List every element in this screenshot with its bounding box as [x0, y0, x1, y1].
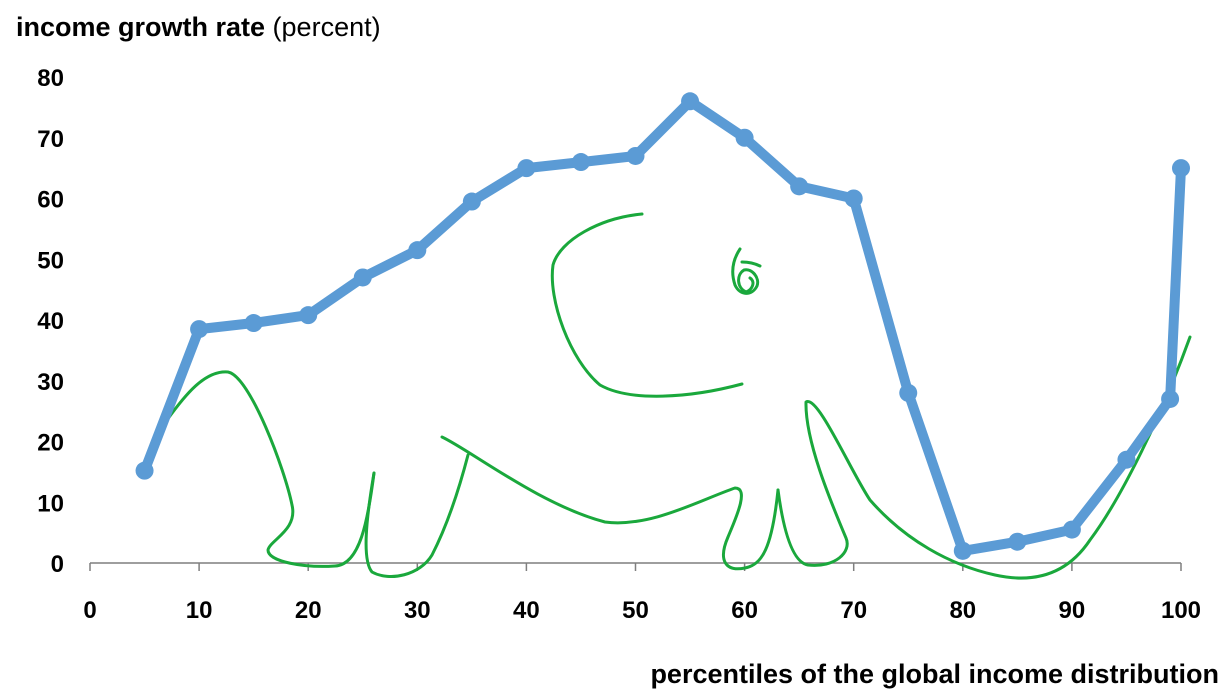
- y-tick-label: 50: [37, 247, 64, 274]
- data-point: [1008, 532, 1027, 551]
- data-point: [1062, 520, 1081, 539]
- x-tick-label: 90: [1059, 597, 1086, 624]
- data-point: [408, 241, 427, 260]
- data-point: [571, 153, 590, 172]
- x-tick-label: 30: [404, 597, 431, 624]
- sketch-eye-detail-stroke: [740, 260, 762, 268]
- x-axis-ticks: 0 10 20 30 40 50 60 70 80 90 100: [83, 563, 1201, 624]
- data-point: [953, 541, 972, 560]
- data-point: [681, 92, 700, 111]
- data-point: [244, 314, 263, 333]
- x-tick-label: 50: [622, 597, 649, 624]
- data-point: [299, 306, 318, 325]
- y-tick-label: 80: [37, 65, 64, 92]
- data-point: [353, 268, 372, 287]
- data-point: [517, 159, 536, 178]
- x-tick-label: 80: [949, 597, 976, 624]
- series-income-growth: [135, 92, 1190, 560]
- data-point: [735, 128, 754, 147]
- data-point: [190, 320, 209, 339]
- data-point: [1172, 159, 1190, 178]
- y-tick-label: 20: [37, 430, 64, 457]
- x-tick-label: 0: [83, 597, 96, 624]
- sketch-back-leg-stroke: [776, 335, 1192, 580]
- y-tick-label: 0: [51, 551, 64, 578]
- x-tick-label: 60: [731, 597, 758, 624]
- data-point: [1117, 450, 1136, 469]
- y-axis-title: income growth rate (percent): [16, 12, 381, 42]
- x-tick-label: 100: [1161, 597, 1201, 624]
- y-axis-title-unit: (percent): [265, 12, 381, 42]
- x-tick-label: 40: [513, 597, 540, 624]
- data-point: [135, 461, 154, 480]
- y-tick-label: 30: [37, 369, 64, 396]
- y-tick-label: 10: [37, 490, 64, 517]
- y-axis-ticks: 0 10 20 30 40 50 60 70 80: [37, 65, 64, 578]
- y-axis-title-bold: income growth rate: [16, 12, 265, 42]
- x-tick-label: 20: [295, 597, 322, 624]
- data-point: [1161, 389, 1180, 408]
- data-point: [626, 146, 645, 165]
- data-point: [790, 177, 809, 196]
- y-tick-label: 60: [37, 187, 64, 214]
- data-point: [462, 192, 481, 211]
- x-tick-label: 10: [186, 597, 213, 624]
- data-point: [844, 189, 863, 208]
- series-line: [139, 96, 1186, 556]
- data-point: [899, 383, 918, 402]
- sketch-front-leg-stroke: [364, 453, 470, 578]
- sketch-ear-stroke: [550, 212, 744, 398]
- y-tick-label: 70: [37, 126, 64, 153]
- sketch-eye-stroke: [731, 247, 760, 295]
- x-axis-title: percentiles of the global income distrib…: [650, 659, 1219, 689]
- elephant-sketch: [165, 212, 1192, 580]
- y-tick-label: 40: [37, 308, 64, 335]
- sketch-trunk-stroke: [165, 370, 376, 568]
- x-tick-label: 70: [840, 597, 867, 624]
- sketch-body-stroke: [440, 435, 780, 571]
